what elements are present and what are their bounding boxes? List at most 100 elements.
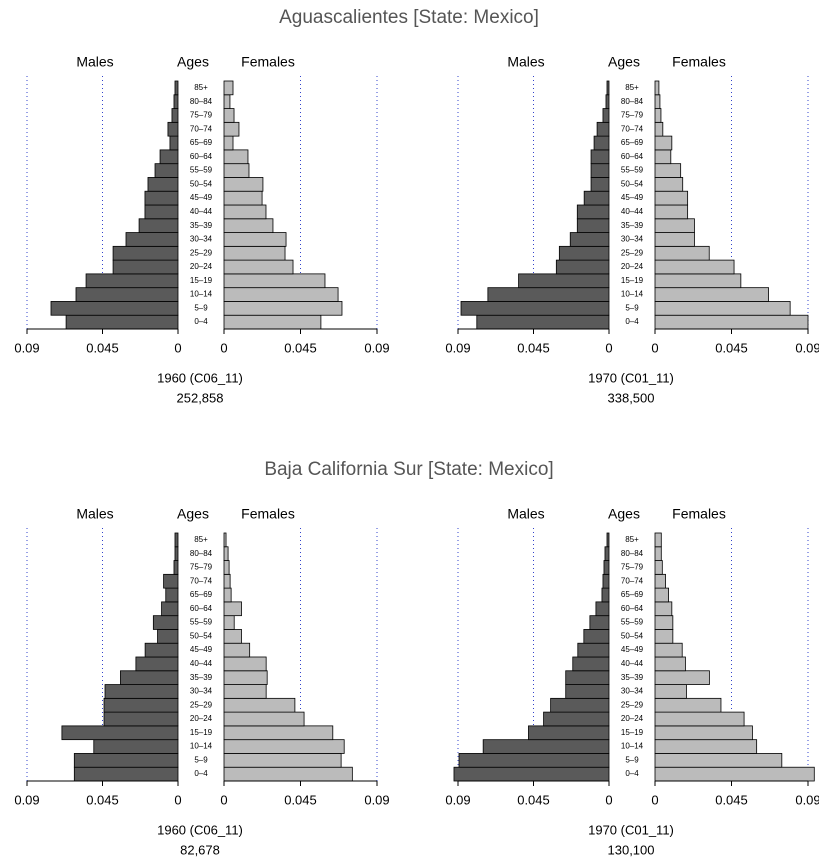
category-label: 0–4 [194,769,208,778]
bar [223,753,342,768]
bar [654,670,710,685]
category-label: 20–24 [621,714,644,723]
bar [223,121,240,137]
category-header: Ages [608,506,640,522]
bar [550,697,610,713]
x-tick-label: 0.045 [284,792,317,807]
bar [606,532,610,548]
bar [576,218,610,233]
bar [223,629,242,644]
category-label: 85+ [194,535,208,544]
bar [555,259,610,275]
category-label: 25–29 [621,700,644,709]
bar [654,560,663,575]
category-label: 65–69 [190,138,213,147]
bar [223,587,232,603]
category-label: 65–69 [621,138,644,147]
bar [223,642,251,658]
bar [654,739,758,754]
category-label: 45–49 [190,645,213,654]
category-label: 15–19 [621,728,644,737]
category-label: 45–49 [621,193,644,202]
x-tick-label: 0 [220,340,227,355]
bar [654,711,745,727]
category-label: 55–59 [621,618,644,627]
bar [654,121,664,137]
bar [223,546,229,561]
category-label: 35–39 [621,221,644,230]
category-label: 40–44 [190,659,213,668]
bar [73,753,179,768]
category-header: Ages [177,54,209,70]
bar [654,218,695,233]
bar [654,108,662,123]
bar [654,301,791,316]
category-label: 70–74 [190,576,213,585]
category-label: 80–84 [621,549,644,558]
bar [654,546,662,561]
bar [590,163,610,178]
bar [223,273,326,289]
category-label: 0–4 [625,317,639,326]
x-tick-label: 0.045 [86,792,119,807]
x-tick-label: 0.09 [14,792,39,807]
bar [654,135,673,151]
bar [157,629,179,644]
bar [85,273,179,289]
bar [135,656,179,672]
category-label: 60–64 [621,604,644,613]
bar [223,766,353,782]
bar [169,135,179,151]
series-header: Males [507,506,544,522]
bar [223,314,322,330]
category-label: 20–24 [621,262,644,271]
category-label: 65–69 [621,590,644,599]
bar [174,532,179,548]
bar [595,601,610,617]
bar [171,108,179,123]
bar [103,697,179,713]
subtitle: 130,100 [608,842,655,857]
x-tick-label: 0.045 [517,340,550,355]
category-label: 25–29 [190,700,213,709]
x-tick-label: 0.09 [445,792,470,807]
bar [125,232,179,247]
category-label: 5–9 [194,755,208,764]
bar [583,629,610,644]
bar [223,711,305,727]
bar [654,766,815,782]
bar [223,725,334,741]
bar [654,259,735,275]
x-tick-label: 0 [174,340,181,355]
bar [174,546,179,561]
bar [460,301,610,316]
category-label: 40–44 [621,207,644,216]
x-tick-label: 0.09 [795,792,819,807]
bar [654,684,687,699]
bar [604,546,610,561]
bar [167,121,179,137]
category-label: 10–14 [621,742,644,751]
x-tick-label: 0.09 [364,792,389,807]
category-label: 65–69 [190,590,213,599]
category-header: Ages [608,54,640,70]
category-label: 80–84 [190,97,213,106]
bar [174,80,179,96]
bar [173,560,179,575]
bar [458,753,610,768]
bar [65,314,179,330]
bar [50,301,179,316]
bar [144,190,179,206]
caption: 1970 (C01_11) [588,822,674,837]
bar [602,108,610,123]
category-label: 0–4 [625,769,639,778]
bar [223,163,250,178]
bar [223,94,231,109]
category-label: 0–4 [194,317,208,326]
group-title: Aguascalientes [State: Mexico] [279,7,539,28]
category-label: 35–39 [621,673,644,682]
bar [518,273,610,289]
category-label: 85+ [625,535,639,544]
category-label: 75–79 [621,563,644,572]
x-tick-label: 0.09 [795,340,819,355]
